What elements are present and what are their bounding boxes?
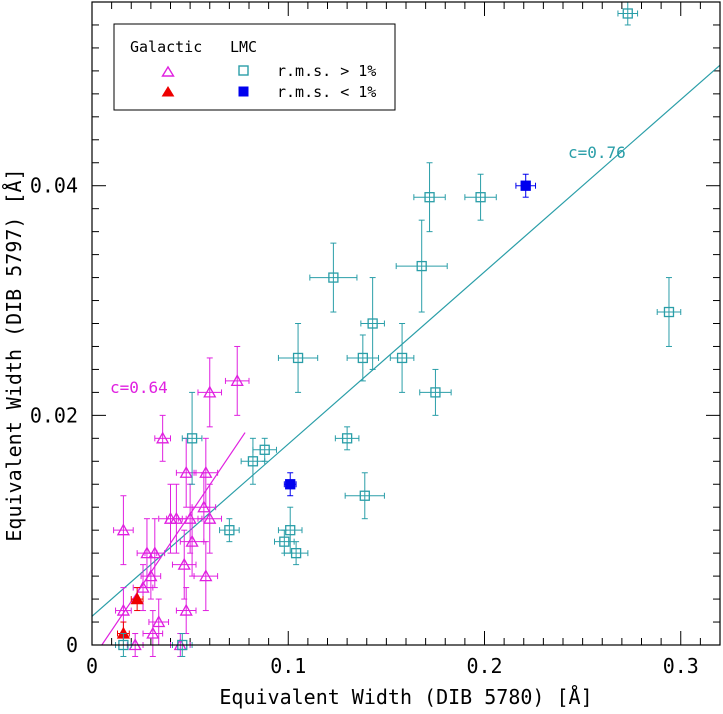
triangle-marker xyxy=(156,431,170,444)
legend-galactic-filled-triangle-icon xyxy=(161,86,175,97)
square-marker xyxy=(285,479,296,490)
data-points xyxy=(113,1,682,657)
data-point xyxy=(252,437,277,462)
data-point xyxy=(283,541,309,566)
square-marker xyxy=(247,456,259,467)
triangle-marker xyxy=(179,465,193,478)
data-point xyxy=(224,345,250,416)
data-point xyxy=(130,587,144,612)
square-marker xyxy=(416,260,427,272)
triangle-marker xyxy=(130,592,144,605)
square-marker xyxy=(622,8,633,19)
triangle-marker xyxy=(230,374,244,387)
triangle-marker xyxy=(203,385,217,398)
triangle-marker xyxy=(152,615,166,628)
data-point xyxy=(219,518,240,543)
triangle-marker xyxy=(185,534,199,547)
data-point xyxy=(617,1,639,26)
x-tick-label: 0.1 xyxy=(270,654,306,678)
data-point xyxy=(419,368,452,416)
triangle-marker xyxy=(148,546,162,559)
galactic-fit-label: c=0.64 xyxy=(110,378,168,397)
data-point xyxy=(175,587,197,635)
data-point xyxy=(197,357,223,428)
y-tick-label: 0 xyxy=(66,633,78,657)
data-point xyxy=(395,219,448,313)
square-marker xyxy=(328,272,339,283)
triangle-marker xyxy=(116,523,130,536)
data-point xyxy=(181,391,203,485)
data-point xyxy=(515,173,537,198)
data-point xyxy=(346,334,380,382)
legend: Galactic LMC r.m.s. > 1% r.m.s. < 1% xyxy=(113,23,396,111)
square-marker xyxy=(292,352,304,364)
data-point xyxy=(144,518,166,589)
triangle-marker xyxy=(179,603,193,616)
data-point xyxy=(175,437,197,508)
x-tick-label: 0.2 xyxy=(466,654,502,678)
triangle-marker xyxy=(199,569,213,582)
data-point xyxy=(277,323,319,393)
legend-box xyxy=(113,23,396,111)
square-marker xyxy=(359,490,370,501)
legend-lmc-filled-square-icon xyxy=(238,86,249,97)
legend-label-rms-low: r.m.s. < 1% xyxy=(277,83,376,101)
triangle-marker xyxy=(177,557,191,570)
legend-lmc-open-square-icon xyxy=(238,65,249,76)
square-marker xyxy=(341,433,353,444)
square-marker xyxy=(663,306,675,318)
square-marker xyxy=(224,525,235,536)
legend-header-galactic: Galactic xyxy=(130,38,202,56)
square-marker xyxy=(430,387,441,398)
data-point xyxy=(309,242,358,313)
data-point xyxy=(154,414,171,462)
x-axis-label: Equivalent Width (DIB 5780) [Å] xyxy=(219,685,592,709)
triangle-marker xyxy=(144,569,158,582)
y-tick-label: 0.04 xyxy=(30,174,78,198)
lmc-fit-label: c=0.76 xyxy=(568,143,626,162)
data-point xyxy=(193,541,219,612)
fit-line xyxy=(91,64,721,617)
plot-frame xyxy=(91,1,721,646)
y-tick-label: 0.02 xyxy=(30,403,78,427)
triangle-marker xyxy=(203,511,217,524)
legend-header-lmc: LMC xyxy=(230,38,257,56)
square-marker xyxy=(424,192,435,203)
y-axis-label: Equivalent Width (DIB 5797) [Å] xyxy=(2,168,26,541)
square-marker xyxy=(520,180,531,191)
data-point xyxy=(656,277,682,347)
legend-galactic-open-triangle-icon xyxy=(161,65,175,77)
triangle-marker xyxy=(199,465,213,478)
data-point xyxy=(413,162,446,233)
square-marker xyxy=(186,433,198,444)
data-point xyxy=(389,323,415,393)
data-point xyxy=(360,277,385,370)
data-point xyxy=(113,495,134,566)
x-tick-label: 0.3 xyxy=(663,654,699,678)
square-marker xyxy=(357,352,368,364)
triangle-marker xyxy=(146,626,160,639)
square-marker xyxy=(290,547,302,559)
data-point xyxy=(283,472,297,497)
x-tick-label: 0 xyxy=(86,654,98,678)
triangle-marker xyxy=(183,511,197,524)
square-marker xyxy=(475,192,486,203)
data-point xyxy=(344,472,385,520)
data-point xyxy=(193,437,219,508)
legend-label-rms-high: r.m.s. > 1% xyxy=(277,62,376,80)
triangle-marker xyxy=(116,603,130,616)
data-point xyxy=(464,173,497,221)
square-marker xyxy=(396,352,408,364)
tick-labels: 0 0.1 0.2 0.3 0 0.02 0.04 xyxy=(30,174,699,678)
square-marker xyxy=(285,525,296,536)
data-point xyxy=(197,483,223,554)
axis-ticks xyxy=(91,1,721,646)
square-marker xyxy=(367,318,378,329)
square-marker xyxy=(279,536,290,547)
data-point xyxy=(142,610,164,657)
square-marker xyxy=(259,444,270,455)
data-point xyxy=(334,426,360,451)
